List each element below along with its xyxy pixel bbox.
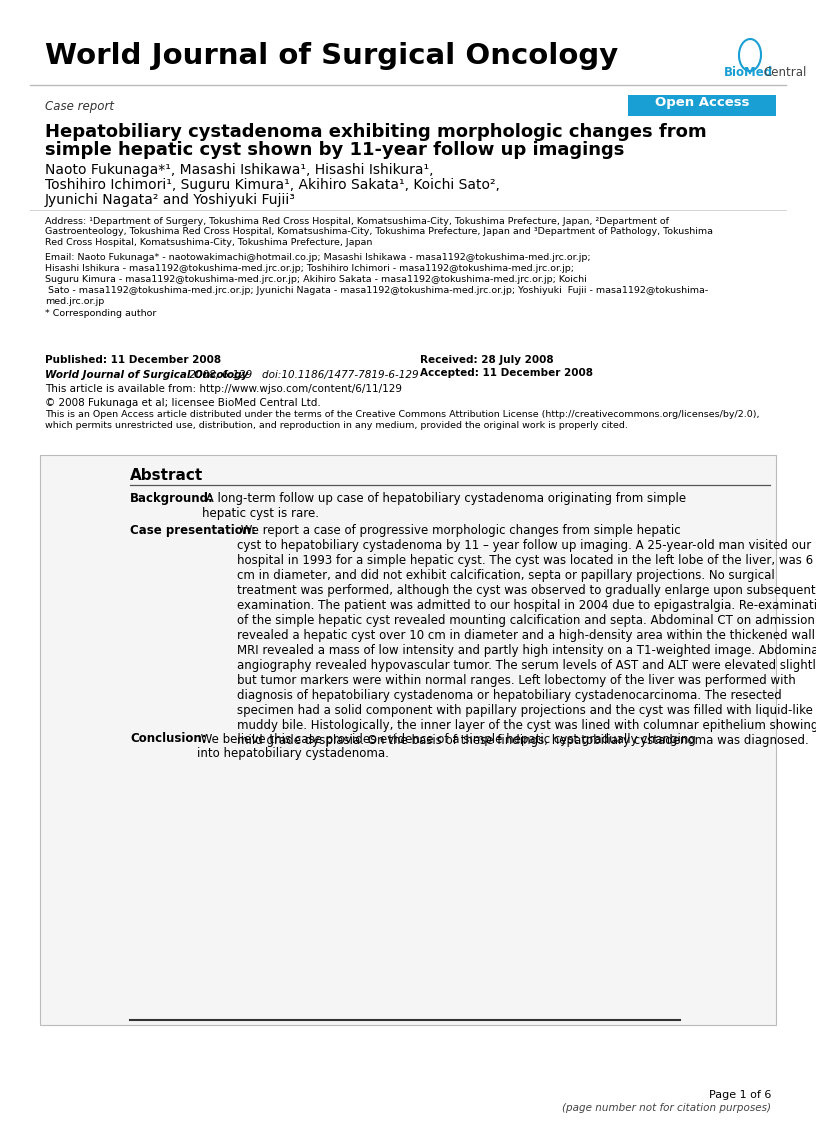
Text: Published: 11 December 2008: Published: 11 December 2008 [45, 355, 221, 365]
Text: Naoto Fukunaga*¹, Masashi Ishikawa¹, Hisashi Ishikura¹,: Naoto Fukunaga*¹, Masashi Ishikawa¹, His… [45, 163, 433, 177]
Text: Sato - masa1192@tokushima-med.jrc.or.jp; Jyunichi Nagata - masa1192@tokushima-me: Sato - masa1192@tokushima-med.jrc.or.jp;… [45, 286, 708, 295]
Text: Address: ¹Department of Surgery, Tokushima Red Cross Hospital, Komatsushima-City: Address: ¹Department of Surgery, Tokushi… [45, 217, 713, 247]
Text: © 2008 Fukunaga et al; licensee BioMed Central Ltd.: © 2008 Fukunaga et al; licensee BioMed C… [45, 398, 321, 408]
Text: Jyunichi Nagata² and Yoshiyuki Fujii³: Jyunichi Nagata² and Yoshiyuki Fujii³ [45, 193, 296, 207]
Text: Central: Central [763, 66, 806, 79]
Text: World Journal of Surgical Oncology: World Journal of Surgical Oncology [45, 369, 248, 380]
Text: Received: 28 July 2008: Received: 28 July 2008 [420, 355, 553, 365]
Text: This article is available from: http://www.wjso.com/content/6/11/129: This article is available from: http://w… [45, 384, 402, 394]
Text: simple hepatic cyst shown by 11-year follow up imagings: simple hepatic cyst shown by 11-year fol… [45, 141, 624, 159]
Text: Background:: Background: [130, 492, 214, 505]
Text: We believe this case provides evidence of a simple hepatic cyst gradually changi: We believe this case provides evidence o… [197, 732, 696, 760]
Text: Email: Naoto Fukunaga* - naotowakimachi@hotmail.co.jp; Masashi Ishikawa - masa11: Email: Naoto Fukunaga* - naotowakimachi@… [45, 253, 591, 262]
Text: Abstract: Abstract [130, 468, 203, 483]
Text: Suguru Kimura - masa1192@tokushima-med.jrc.or.jp; Akihiro Sakata - masa1192@toku: Suguru Kimura - masa1192@tokushima-med.j… [45, 275, 587, 284]
Text: which permits unrestricted use, distribution, and reproduction in any medium, pr: which permits unrestricted use, distribu… [45, 421, 628, 430]
Text: World Journal of Surgical Oncology: World Journal of Surgical Oncology [45, 42, 619, 70]
Text: Hisashi Ishikura - masa1192@tokushima-med.jrc.or.jp; Toshihiro Ichimori - masa11: Hisashi Ishikura - masa1192@tokushima-me… [45, 264, 574, 273]
Text: med.jrc.or.jp: med.jrc.or.jp [45, 296, 104, 305]
Text: * Corresponding author: * Corresponding author [45, 309, 157, 318]
Text: A long-term follow up case of hepatobiliary cystadenoma originating from simple
: A long-term follow up case of hepatobili… [202, 492, 686, 520]
Text: Conclusion:: Conclusion: [130, 732, 206, 746]
Text: Open Access: Open Access [654, 95, 749, 109]
FancyBboxPatch shape [40, 455, 776, 1025]
Text: Page 1 of 6: Page 1 of 6 [708, 1090, 771, 1101]
Text: Case report: Case report [45, 100, 114, 113]
Text: We report a case of progressive morphologic changes from simple hepatic
cyst to : We report a case of progressive morpholo… [237, 524, 816, 747]
Text: Case presentation:: Case presentation: [130, 524, 256, 537]
Text: BioMed: BioMed [724, 66, 773, 79]
Text: Toshihiro Ichimori¹, Suguru Kimura¹, Akihiro Sakata¹, Koichi Sato²,: Toshihiro Ichimori¹, Suguru Kimura¹, Aki… [45, 179, 500, 192]
FancyBboxPatch shape [628, 95, 776, 116]
Text: (page number not for citation purposes): (page number not for citation purposes) [562, 1103, 771, 1113]
Text: This is an Open Access article distributed under the terms of the Creative Commo: This is an Open Access article distribut… [45, 410, 760, 419]
Text: Hepatobiliary cystadenoma exhibiting morphologic changes from: Hepatobiliary cystadenoma exhibiting mor… [45, 124, 707, 141]
Text: 2008, 6:129   doi:10.1186/1477-7819-6-129: 2008, 6:129 doi:10.1186/1477-7819-6-129 [186, 369, 419, 380]
Text: Accepted: 11 December 2008: Accepted: 11 December 2008 [420, 368, 593, 378]
